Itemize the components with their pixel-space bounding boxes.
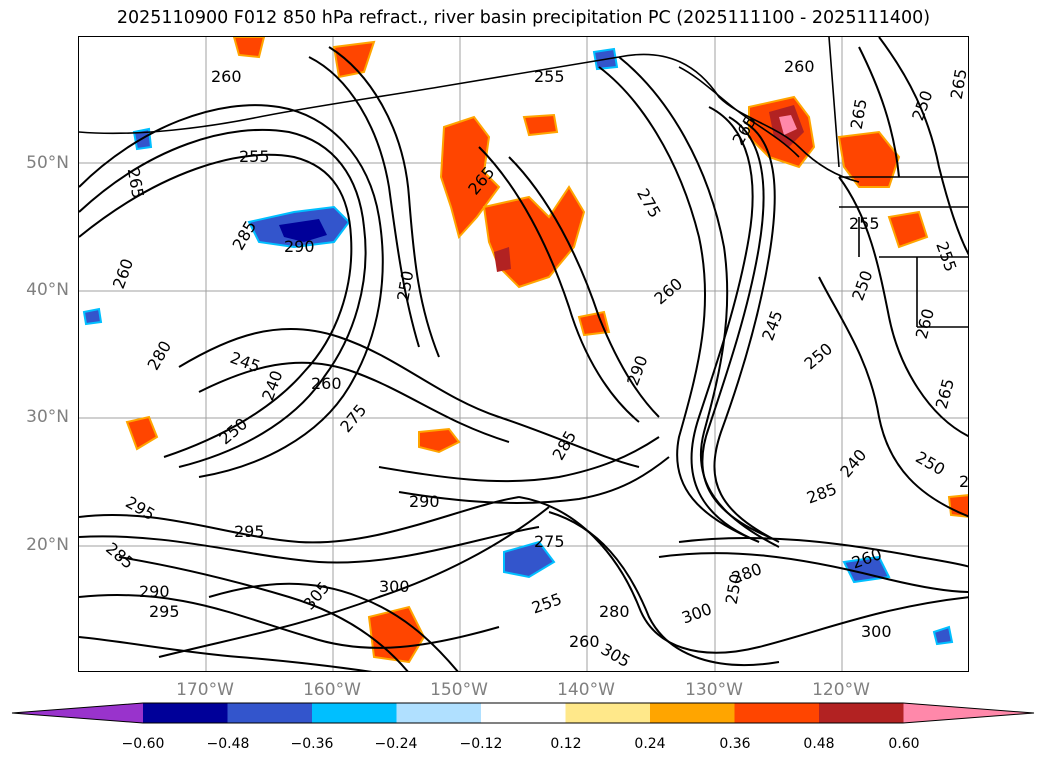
colorbar-tick-label: −0.36: [290, 736, 334, 752]
contour-label: 260: [109, 256, 137, 291]
contour-label: 305: [598, 640, 634, 672]
colorbar-segment: [143, 703, 228, 723]
contour-label: 290: [139, 582, 170, 601]
contour-label: 275: [336, 400, 370, 436]
contour-label: 255: [849, 214, 880, 233]
colorbar-tick-label: −0.12: [459, 736, 503, 752]
contour-label: 240: [258, 368, 286, 403]
contour-label: 290: [284, 237, 315, 256]
contour-label: 265: [124, 167, 148, 200]
colorbar-tick-label: −0.48: [206, 736, 250, 752]
contour-label: 300: [379, 577, 410, 596]
colorbar-extend-low: [12, 703, 143, 723]
contour-label: 280: [144, 337, 176, 373]
lat-label: 40°N: [26, 280, 69, 300]
map-title: 2025110900 F012 850 hPa refract., river …: [116, 8, 931, 28]
contour-label: 295: [122, 493, 158, 525]
colorbar-segment: [227, 703, 313, 723]
contour-label: 275: [633, 185, 665, 221]
map-svg: 260 255 265 255 275 265 285 290 260 250 …: [79, 37, 969, 672]
colorbar-extend-high: [903, 703, 1034, 723]
contour-label: 295: [149, 602, 180, 621]
contour-label: 245: [228, 348, 263, 376]
contour-label: 260: [959, 472, 969, 491]
contour-label: 250: [722, 572, 746, 605]
contour-label: 260: [912, 307, 938, 341]
contour-label: 250: [801, 339, 837, 373]
colorbar-segment: [396, 703, 482, 723]
contour-label: 295: [234, 522, 265, 541]
colorbar-tick-label: 0.60: [888, 736, 920, 752]
contour-label: 250: [393, 269, 417, 302]
positive-precip-patches: [125, 37, 968, 664]
contour-label: 255: [239, 147, 270, 166]
lat-label: 20°N: [26, 535, 69, 555]
lat-label: 50°N: [26, 153, 69, 173]
colorbar-tick-label: −0.60: [121, 736, 165, 752]
contour-label: 300: [679, 599, 714, 627]
colorbar-tick-label: 0.36: [719, 736, 751, 752]
contour-label: 305: [299, 578, 333, 614]
colorbar-segment: [481, 703, 566, 723]
contour-labels: 260 255 265 255 275 265 285 290 260 250 …: [102, 57, 969, 672]
contour-label: 255: [534, 67, 565, 86]
contour-label: 240: [836, 445, 870, 481]
map-panel[interactable]: 260 255 265 255 275 265 285 290 260 250 …: [78, 36, 969, 672]
colorbar-segment: [734, 703, 820, 723]
contour-label: 260: [784, 57, 815, 76]
colorbar-tick-label: −0.24: [374, 736, 418, 752]
lon-label: 150°W: [430, 680, 488, 700]
contour-label: 290: [623, 353, 651, 388]
contour-label: 260: [651, 274, 687, 308]
colorbar-segment: [819, 703, 904, 723]
lat-label: 30°N: [26, 407, 69, 427]
colorbar-segment: [565, 703, 651, 723]
colorbar-segment: [650, 703, 735, 723]
contour-label: 285: [804, 479, 839, 507]
lon-label: 160°W: [303, 680, 361, 700]
contour-label: 285: [102, 539, 138, 573]
lon-label: 130°W: [685, 680, 743, 700]
colorbar-tick-label: 0.48: [803, 736, 835, 752]
colorbar-segment: [312, 703, 397, 723]
contour-label: 275: [534, 532, 565, 551]
colorbar-tick-label: 0.24: [634, 736, 666, 752]
contour-label: 260: [311, 374, 342, 393]
contour-label: 260: [211, 67, 242, 86]
lon-label: 170°W: [176, 680, 234, 700]
colorbar: [11, 702, 1035, 724]
lon-label: 120°W: [812, 680, 870, 700]
refractivity-contours: [79, 37, 968, 671]
contour-label: 255: [932, 239, 960, 274]
contour-label: 290: [409, 492, 440, 511]
coastline: [79, 37, 968, 328]
colorbar-tick-label: 0.12: [550, 736, 582, 752]
contour-label: 245: [758, 308, 786, 343]
contour-label: 250: [908, 88, 936, 123]
contour-label: 260: [569, 632, 600, 651]
contour-label: 265: [847, 97, 871, 130]
contour-label: 250: [912, 448, 948, 480]
contour-label: 255: [529, 589, 564, 617]
contour-label: 280: [599, 602, 630, 621]
contour-label: 300: [861, 622, 892, 641]
contour-label: 265: [947, 67, 969, 100]
contour-label: 250: [848, 268, 876, 303]
contour-label: 265: [932, 377, 958, 411]
lon-label: 140°W: [557, 680, 615, 700]
